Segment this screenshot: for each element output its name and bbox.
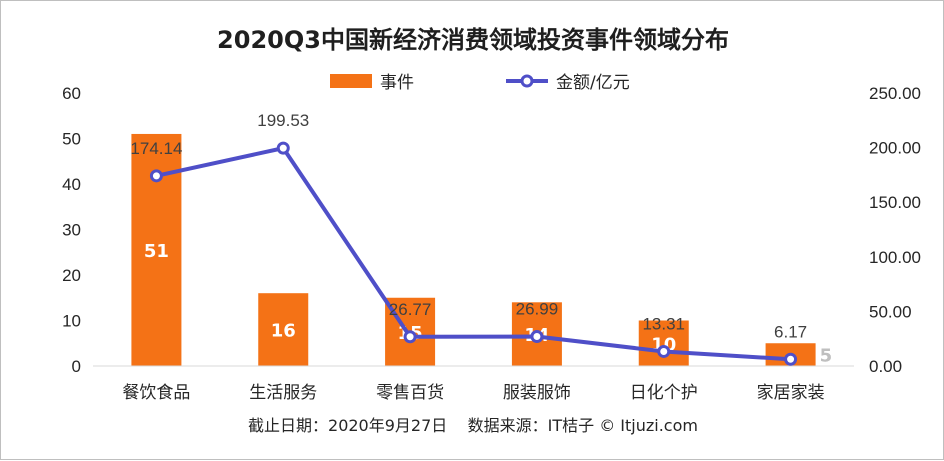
category-label: 家居家装 — [757, 383, 825, 403]
line-data-label: 26.77 — [389, 300, 432, 319]
left-tick-label: 20 — [62, 266, 81, 285]
line-point — [530, 330, 544, 344]
legend-line-marker — [520, 74, 534, 88]
category-labels: 餐饮食品 生活服务 零售百货 服装服饰 日化个护 家居家装 — [122, 383, 824, 403]
legend-bar-label: 事件 — [380, 73, 414, 93]
right-tick-label: 100.00 — [869, 248, 921, 267]
left-tick-label: 40 — [62, 175, 81, 194]
left-tick-label: 50 — [62, 130, 81, 149]
right-tick-label: 250.00 — [869, 84, 921, 103]
category-label: 日化个护 — [630, 383, 698, 403]
category-label: 生活服务 — [249, 383, 317, 403]
line-series: 174.14 199.53 26.77 26.99 13.31 6.17 — [130, 111, 807, 366]
line-point — [149, 169, 163, 183]
footer-source: 截止日期：2020年9月27日 数据来源：IT桔子 © Itjuzi.com — [248, 416, 698, 435]
chart-title: 2020Q3中国新经济消费领域投资事件领域分布 — [217, 26, 729, 54]
legend-bar-swatch — [330, 74, 372, 88]
right-tick-label: 150.00 — [869, 193, 921, 212]
line-data-label: 199.53 — [257, 111, 309, 130]
left-tick-label: 10 — [62, 312, 81, 331]
bar-data-label: 16 — [271, 321, 296, 342]
line-data-label: 174.14 — [130, 139, 182, 158]
right-tick-label: 50.00 — [869, 302, 912, 321]
category-label: 服装服饰 — [503, 383, 571, 403]
line-data-label: 13.31 — [642, 314, 685, 333]
right-axis: 0.00 50.00 100.00 150.00 200.00 250.00 — [869, 84, 921, 376]
legend-line-label: 金额/亿元 — [556, 73, 630, 93]
bar-data-label: 51 — [144, 241, 169, 262]
bar — [258, 293, 309, 366]
line-data-label: 6.17 — [774, 322, 807, 341]
line-point — [784, 352, 798, 366]
bar-data-label: 5 — [820, 346, 833, 367]
right-tick-label: 200.00 — [869, 139, 921, 158]
line-path — [155, 146, 791, 362]
line-point — [657, 344, 671, 358]
right-tick-label: 0.00 — [869, 357, 902, 376]
line-point — [276, 141, 290, 155]
bar-series: 51161514105 — [131, 133, 833, 367]
left-axis: 0 10 20 30 40 50 60 — [62, 84, 81, 376]
category-label: 零售百货 — [376, 383, 444, 403]
line-data-label: 26.99 — [516, 300, 559, 319]
left-tick-label: 0 — [72, 357, 81, 376]
left-tick-label: 60 — [62, 84, 81, 103]
line-point — [403, 330, 417, 344]
bar — [638, 320, 689, 366]
category-label: 餐饮食品 — [122, 383, 190, 403]
left-tick-label: 30 — [62, 221, 81, 240]
legend: 事件 金额/亿元 — [330, 73, 630, 93]
